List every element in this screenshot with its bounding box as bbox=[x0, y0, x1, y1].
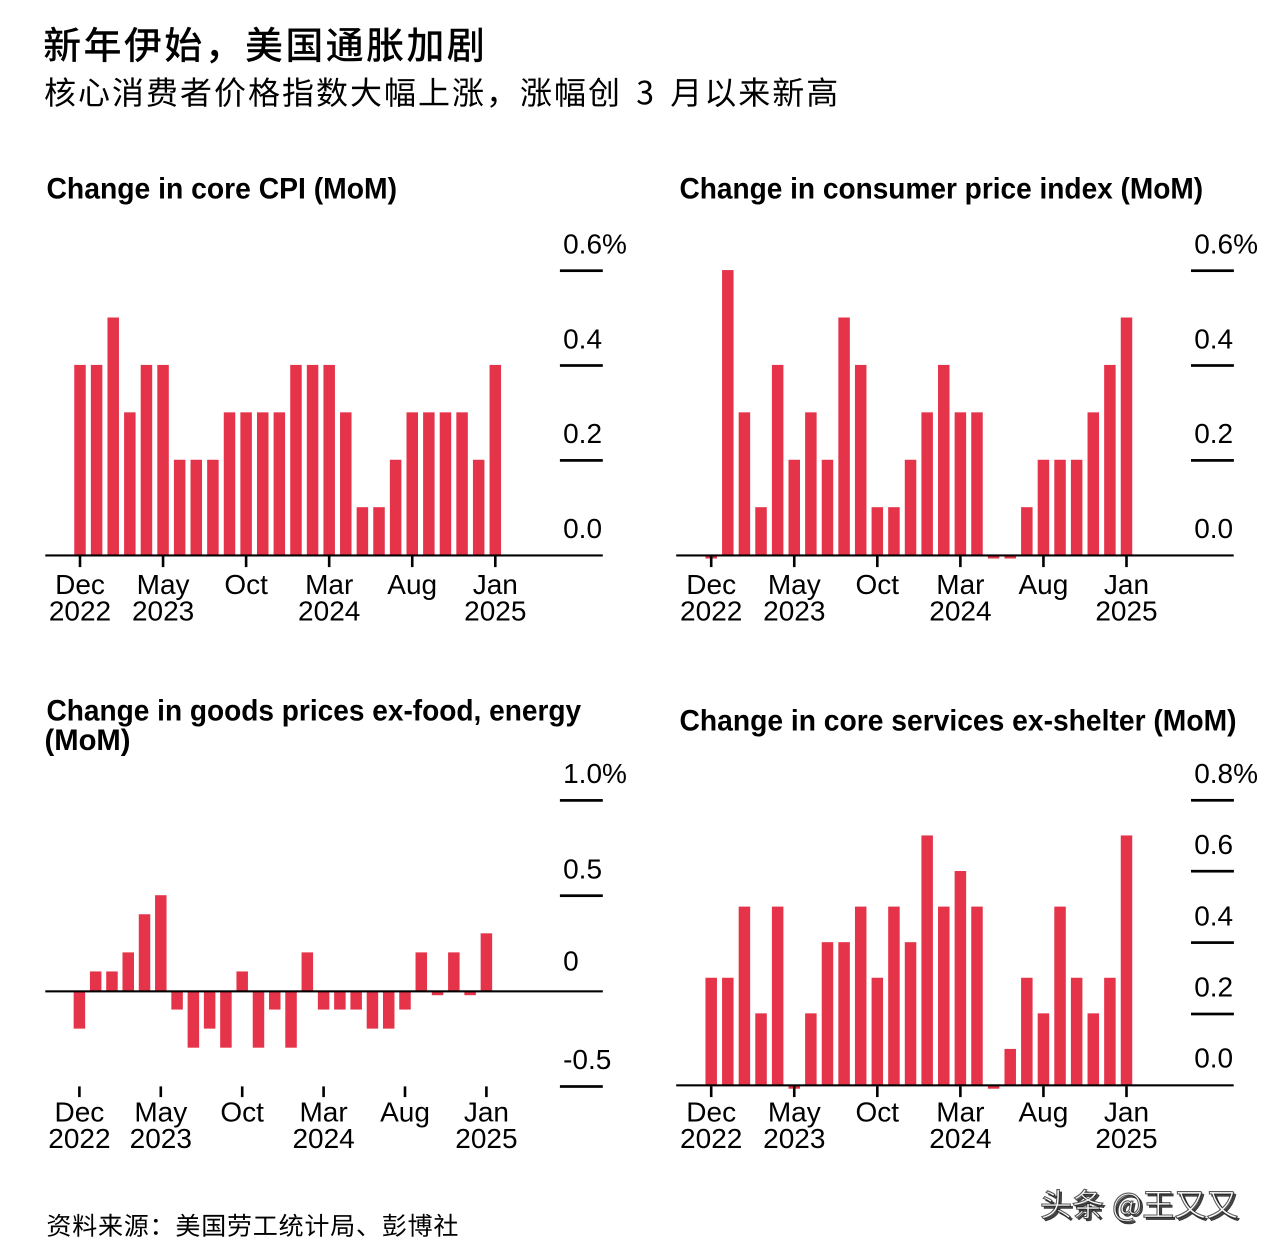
svg-text:2022: 2022 bbox=[680, 1123, 742, 1154]
svg-text:2025: 2025 bbox=[1095, 596, 1157, 627]
svg-text:2023: 2023 bbox=[763, 596, 825, 627]
svg-text:2023: 2023 bbox=[130, 1123, 192, 1154]
svg-text:0.0: 0.0 bbox=[1194, 1043, 1233, 1074]
svg-text:0.4: 0.4 bbox=[1194, 900, 1233, 931]
svg-text:Dec: Dec bbox=[55, 569, 105, 600]
svg-text:Mar: Mar bbox=[936, 1097, 984, 1128]
svg-text:Dec: Dec bbox=[686, 569, 736, 600]
svg-text:0.2: 0.2 bbox=[563, 418, 602, 449]
svg-text:0.6%: 0.6% bbox=[563, 228, 627, 259]
svg-text:Aug: Aug bbox=[380, 1097, 430, 1128]
svg-text:2024: 2024 bbox=[292, 1123, 354, 1154]
svg-text:0.6: 0.6 bbox=[1194, 829, 1233, 860]
svg-text:May: May bbox=[134, 1097, 187, 1128]
svg-text:2022: 2022 bbox=[48, 1123, 110, 1154]
svg-text:Change in goods prices ex-food: Change in goods prices ex-food, energy bbox=[47, 695, 582, 728]
svg-text:2024: 2024 bbox=[929, 1123, 991, 1154]
svg-text:Change in core services ex-she: Change in core services ex-shelter (MoM) bbox=[680, 704, 1237, 737]
svg-text:Jan: Jan bbox=[464, 1097, 509, 1128]
svg-text:-0.5: -0.5 bbox=[563, 1044, 611, 1075]
svg-text:2022: 2022 bbox=[49, 596, 111, 627]
svg-text:2025: 2025 bbox=[455, 1123, 517, 1154]
svg-text:0.0: 0.0 bbox=[563, 513, 602, 544]
svg-text:0.2: 0.2 bbox=[1194, 418, 1233, 449]
svg-text:Dec: Dec bbox=[55, 1097, 105, 1128]
svg-text:Dec: Dec bbox=[686, 1097, 736, 1128]
svg-text:1.0%: 1.0% bbox=[563, 758, 627, 789]
svg-text:2024: 2024 bbox=[298, 596, 360, 627]
svg-text:May: May bbox=[768, 569, 821, 600]
svg-text:May: May bbox=[137, 569, 190, 600]
svg-text:0.2: 0.2 bbox=[1194, 972, 1233, 1003]
svg-text:Oct: Oct bbox=[856, 569, 900, 600]
svg-text:0.0: 0.0 bbox=[1194, 513, 1233, 544]
svg-text:2024: 2024 bbox=[929, 596, 991, 627]
svg-text:Change in core CPI (MoM): Change in core CPI (MoM) bbox=[47, 173, 398, 206]
svg-text:Oct: Oct bbox=[224, 569, 268, 600]
svg-text:Oct: Oct bbox=[220, 1097, 264, 1128]
svg-text:2025: 2025 bbox=[1095, 1123, 1157, 1154]
svg-text:Change in consumer price index: Change in consumer price index (MoM) bbox=[680, 173, 1204, 206]
svg-text:2023: 2023 bbox=[132, 596, 194, 627]
svg-text:0.8%: 0.8% bbox=[1194, 758, 1258, 789]
svg-text:(MoM): (MoM) bbox=[45, 724, 131, 757]
svg-text:Mar: Mar bbox=[936, 569, 984, 600]
svg-text:0.4: 0.4 bbox=[1194, 323, 1233, 354]
svg-text:0.4: 0.4 bbox=[563, 323, 602, 354]
svg-text:Jan: Jan bbox=[1104, 1097, 1149, 1128]
svg-text:Mar: Mar bbox=[299, 1097, 347, 1128]
svg-text:2025: 2025 bbox=[464, 596, 526, 627]
svg-text:2023: 2023 bbox=[763, 1123, 825, 1154]
svg-text:2022: 2022 bbox=[680, 596, 742, 627]
svg-text:0.6%: 0.6% bbox=[1194, 228, 1258, 259]
svg-text:0: 0 bbox=[563, 945, 579, 976]
svg-text:Mar: Mar bbox=[305, 569, 353, 600]
svg-text:Oct: Oct bbox=[856, 1097, 900, 1128]
svg-text:Aug: Aug bbox=[1018, 569, 1068, 600]
svg-text:0.5: 0.5 bbox=[563, 854, 602, 885]
svg-text:Jan: Jan bbox=[1104, 569, 1149, 600]
svg-text:Jan: Jan bbox=[473, 569, 518, 600]
svg-text:May: May bbox=[768, 1097, 821, 1128]
svg-text:Aug: Aug bbox=[1018, 1097, 1068, 1128]
svg-text:Aug: Aug bbox=[387, 569, 437, 600]
